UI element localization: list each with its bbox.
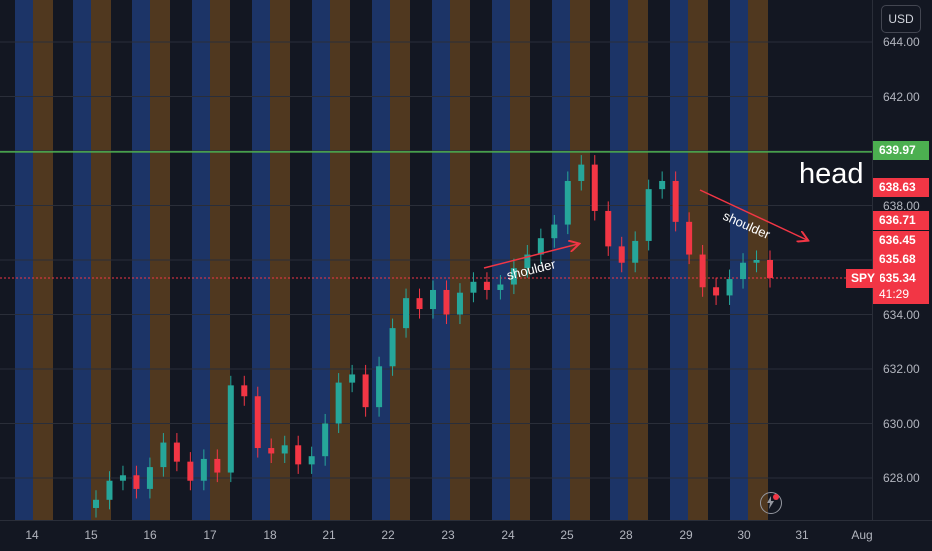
candle-body (416, 298, 423, 310)
candle-body (510, 268, 517, 285)
price-label: 635.34 (873, 269, 929, 288)
candle-body (93, 499, 99, 508)
candle-body (726, 279, 733, 296)
candle-body (497, 284, 504, 290)
time-tick: 23 (441, 528, 455, 542)
time-scale[interactable]: 14 15 16 17 18 21 22 23 24 25 28 29 30 31 Aug (0, 520, 932, 551)
candle-body (349, 374, 356, 383)
candle-body (591, 164, 598, 211)
candle-body (713, 287, 720, 296)
candle-body (187, 461, 194, 481)
head-label: head (799, 158, 864, 190)
candle-body (403, 298, 410, 329)
candle-body (632, 240, 639, 263)
time-tick: 18 (263, 528, 277, 542)
candle-body (133, 475, 140, 489)
candle-body (551, 224, 558, 239)
time-tick: 17 (203, 528, 217, 542)
time-tick: 16 (143, 528, 157, 542)
candle-body (618, 246, 625, 263)
candle-body (268, 448, 275, 454)
candle-body (295, 445, 302, 465)
candle-body (200, 458, 207, 481)
price-tick: 634.00 (883, 307, 920, 322)
candle-body (146, 467, 153, 489)
candle-body (430, 289, 436, 310)
candle-body (281, 445, 288, 454)
price-tick: 632.00 (883, 362, 920, 376)
price-tick: 630.00 (883, 416, 920, 431)
candle-body (335, 382, 342, 424)
time-tick: 22 (381, 528, 395, 542)
symbol-badge: SPY (846, 269, 881, 288)
price-label: 635.68 (873, 250, 929, 269)
candle-body (699, 254, 706, 288)
candle-body (173, 442, 180, 462)
candle-body (578, 164, 585, 181)
candle-body (740, 262, 747, 280)
candle-body (214, 458, 221, 473)
candle-body (106, 480, 113, 500)
candle-body (362, 374, 369, 408)
candle-body (456, 292, 463, 315)
candle-body (376, 366, 383, 408)
candle-body (672, 180, 679, 222)
price-label: 639.97 (873, 141, 929, 160)
candle-body (227, 385, 234, 473)
price-tick: 628.00 (883, 471, 920, 485)
lightning-icon[interactable] (760, 492, 782, 514)
right-shoulder-arrow (699, 189, 807, 240)
time-tick: 15 (84, 528, 98, 542)
candle-body (767, 260, 773, 278)
currency-button[interactable]: USD (881, 5, 921, 33)
candle-body (322, 423, 329, 457)
candle-body (753, 260, 760, 263)
candle-body (537, 238, 544, 255)
time-tick: 21 (322, 528, 336, 542)
candle-body (241, 385, 248, 397)
candle-body (389, 328, 396, 367)
candle-body (659, 180, 666, 190)
price-label: 636.45 (873, 231, 929, 250)
time-tick: 25 (560, 528, 574, 542)
price-scale[interactable]: 644.00642.00640.00638.00636.00634.00632.… (872, 0, 932, 520)
chart-pane[interactable]: shoulder shoulder (0, 0, 872, 520)
candle-body (308, 456, 315, 465)
candle-body (686, 221, 693, 255)
candle-body (564, 180, 571, 225)
candle-body (605, 210, 612, 247)
candle-body (645, 189, 652, 241)
time-tick: 30 (737, 528, 751, 542)
price-tick: 642.00 (883, 89, 920, 104)
countdown-label: 41:29 (873, 285, 929, 304)
price-label: 636.71 (873, 211, 929, 230)
candle-body (160, 442, 167, 468)
price-tick: 644.00 (883, 35, 920, 49)
candle-body (443, 289, 450, 315)
time-tick: 29 (679, 528, 693, 542)
price-label: 638.63 (873, 178, 929, 197)
time-tick: 24 (501, 528, 515, 542)
candle-body (470, 281, 477, 293)
candle-body (483, 281, 490, 290)
time-tick: Aug (851, 528, 873, 542)
candle-body (119, 475, 126, 481)
time-tick: 31 (795, 528, 809, 542)
left-shoulder-arrow (483, 244, 578, 269)
price-tick: 638.00 (883, 198, 920, 213)
candle-body (524, 254, 531, 269)
time-tick: 14 (25, 528, 39, 542)
candle-body (254, 396, 261, 449)
time-tick: 28 (619, 528, 633, 542)
